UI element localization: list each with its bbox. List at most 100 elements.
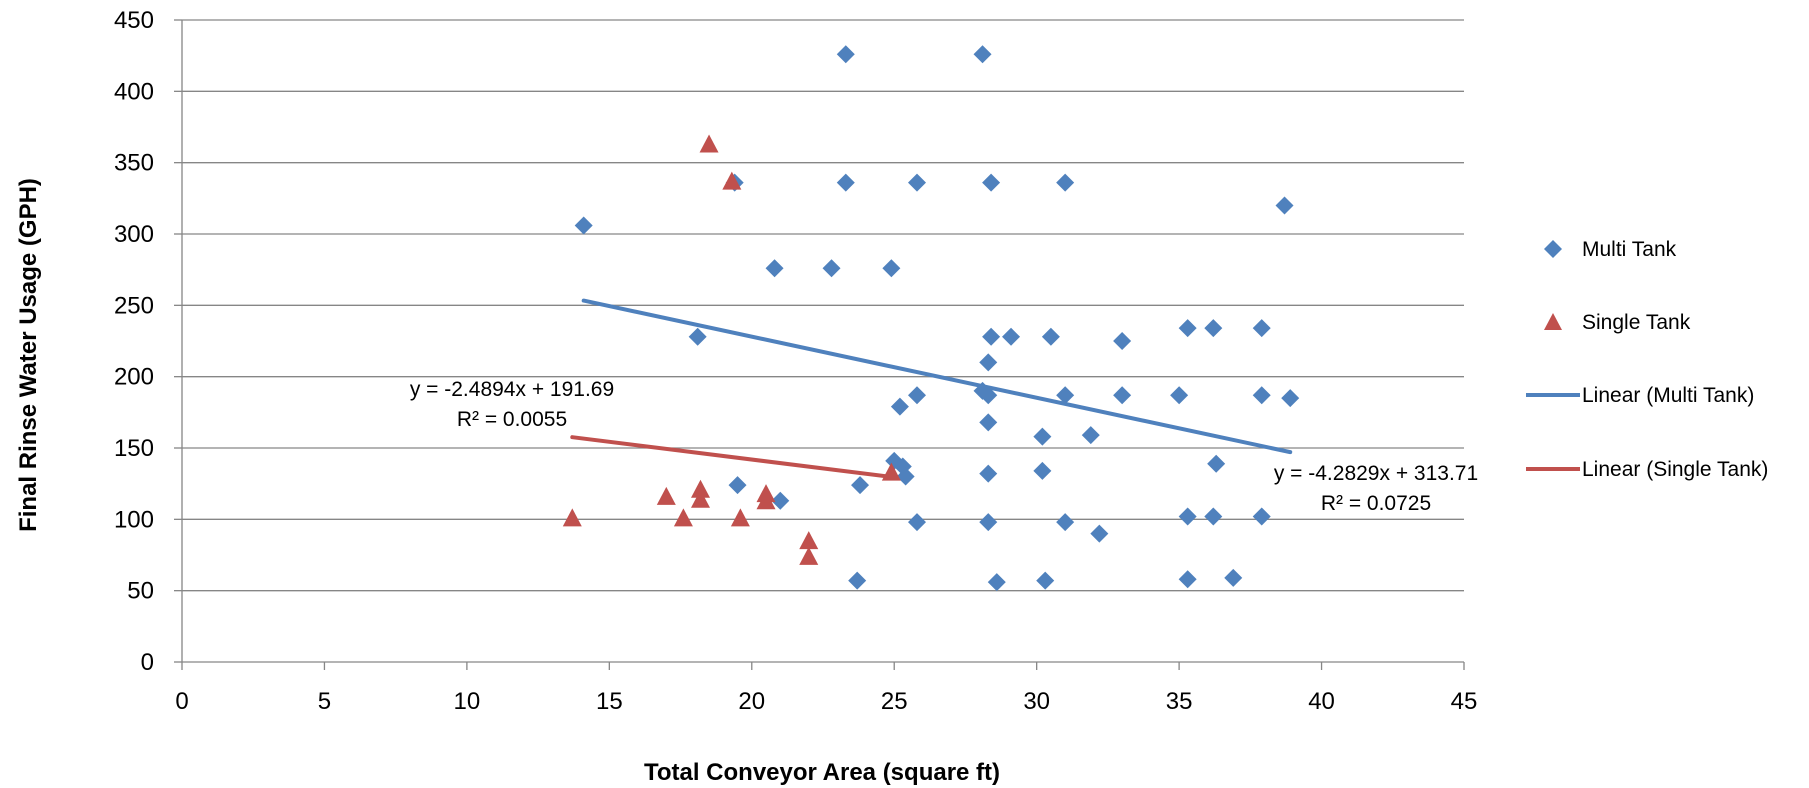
y-tick-label: 100: [114, 506, 154, 533]
x-tick-label: 10: [454, 688, 481, 715]
multi-tank-point: [982, 173, 1001, 192]
multi-tank-point: [908, 386, 927, 405]
single-tank-point: [799, 546, 819, 565]
multi-tank-point: [1113, 386, 1132, 405]
multi-tank-point: [1033, 461, 1052, 480]
axes: [181, 20, 1464, 663]
x-tick-label: 5: [318, 688, 331, 715]
y-tick-label: 200: [114, 364, 154, 391]
multi-tank-point: [1207, 454, 1226, 473]
legend-multi-tank-diamond-icon: [1544, 240, 1562, 258]
single-tank-point: [673, 508, 693, 527]
multi-tank-point: [1081, 426, 1100, 445]
multi-tank-point: [1113, 332, 1132, 350]
multi-tank-point: [979, 464, 998, 483]
multi-tank-point: [1275, 196, 1294, 215]
y-tick-label: 50: [127, 578, 154, 605]
multi-tank-point: [574, 216, 593, 235]
multi-tank-point: [1056, 386, 1075, 405]
x-tick-label: 25: [881, 688, 908, 715]
multi-tank-point: [1224, 568, 1243, 587]
multi-tank-point: [848, 571, 867, 590]
multi-tank-point: [1178, 319, 1197, 338]
multi-tank-point: [771, 491, 790, 510]
multi-tank-point: [1002, 327, 1021, 346]
multi-tank-point: [979, 413, 998, 432]
multi-tank-point: [1252, 319, 1271, 338]
multi-tank-point: [908, 513, 927, 532]
legend-linear-multi-tank: Linear (Multi Tank): [1582, 384, 1754, 407]
y-tick-label: 250: [114, 292, 154, 319]
multi-tank-point: [882, 259, 901, 278]
multi-tank-point: [765, 259, 784, 278]
multi-tank-point: [896, 467, 915, 486]
multi-tank-point: [1204, 319, 1223, 338]
single-tank-point: [690, 479, 710, 498]
multi-tank-point: [1281, 389, 1300, 408]
multi-tank-point: [1056, 173, 1075, 192]
x-tick-label: 0: [175, 688, 188, 715]
multi-tank-point: [1041, 327, 1060, 346]
multi-tank-point: [1090, 524, 1109, 543]
multi-tank-point: [1056, 513, 1075, 532]
single-tank-equation: y = -2.4894x + 191.69: [410, 378, 614, 401]
single-tank-point: [722, 171, 742, 190]
multi-tank-point: [836, 173, 855, 192]
trendline-multi-tank: [581, 298, 1293, 455]
legend-linear-single-tank: Linear (Single Tank): [1582, 458, 1768, 481]
multi-tank-point: [836, 45, 855, 64]
single-tank-point: [699, 134, 719, 153]
single-tank-point: [690, 489, 710, 508]
single-tank-r-squared: R² = 0.0055: [457, 408, 567, 431]
multi-tank-point: [979, 353, 998, 372]
gridlines: [182, 19, 1464, 592]
multi-tank-point: [1036, 571, 1055, 590]
multi-tank-point: [1033, 427, 1052, 446]
y-axis-title: Final Rinse Water Usage (GPH): [15, 178, 42, 532]
data-points: [562, 45, 1300, 592]
x-axis-title: Total Conveyor Area (square ft): [644, 759, 1000, 786]
multi-tank-point: [688, 327, 707, 346]
x-tick-label: 35: [1166, 688, 1193, 715]
multi-tank-point: [979, 513, 998, 532]
multi-tank-point: [1178, 570, 1197, 589]
x-tick-label: 40: [1308, 688, 1335, 715]
y-tick-label: 450: [114, 7, 154, 34]
multi-tank-point: [973, 45, 992, 64]
single-tank-point: [730, 508, 750, 527]
multi-tank-point: [908, 173, 927, 192]
multi-tank-point: [982, 327, 1001, 346]
multi-tank-r-squared: R² = 0.0725: [1321, 492, 1431, 515]
legend-single-tank-triangle-icon: [1544, 313, 1562, 330]
x-tick-label: 15: [596, 688, 623, 715]
single-tank-point: [799, 531, 819, 550]
legend-multi-tank: Multi Tank: [1582, 238, 1677, 261]
multi-tank-point: [987, 573, 1006, 592]
multi-tank-point: [1252, 386, 1271, 405]
x-tick-label: 30: [1023, 688, 1050, 715]
multi-tank-equation: y = -4.2829x + 313.71: [1274, 462, 1478, 485]
single-tank-point: [562, 508, 582, 527]
multi-tank-point: [979, 386, 998, 405]
multi-tank-point: [822, 259, 841, 278]
single-tank-point: [756, 484, 776, 503]
trendlines: [570, 298, 1293, 479]
multi-tank-point: [1170, 386, 1189, 405]
multi-tank-point: [890, 397, 909, 416]
legend-single-tank: Single Tank: [1582, 311, 1691, 334]
x-axis-ticks: 0 5 10 15 20 25 30 35 40 45: [175, 662, 1477, 715]
y-tick-label: 150: [114, 435, 154, 462]
y-tick-label: 0: [141, 649, 154, 676]
multi-tank-point: [728, 476, 747, 495]
single-tank-point: [656, 486, 676, 505]
y-tick-label: 400: [114, 78, 154, 105]
y-axis-ticks: 0 50 100 150 200 250 300 350 400 450: [114, 7, 182, 676]
single-tank-point: [881, 462, 901, 481]
trendline-single-tank: [570, 435, 894, 479]
legend: Multi Tank Single Tank Linear (Multi Tan…: [1526, 238, 1768, 481]
x-tick-label: 20: [738, 688, 765, 715]
multi-tank-point: [1252, 507, 1271, 526]
multi-tank-point: [1178, 507, 1197, 526]
multi-tank-point: [1204, 507, 1223, 526]
